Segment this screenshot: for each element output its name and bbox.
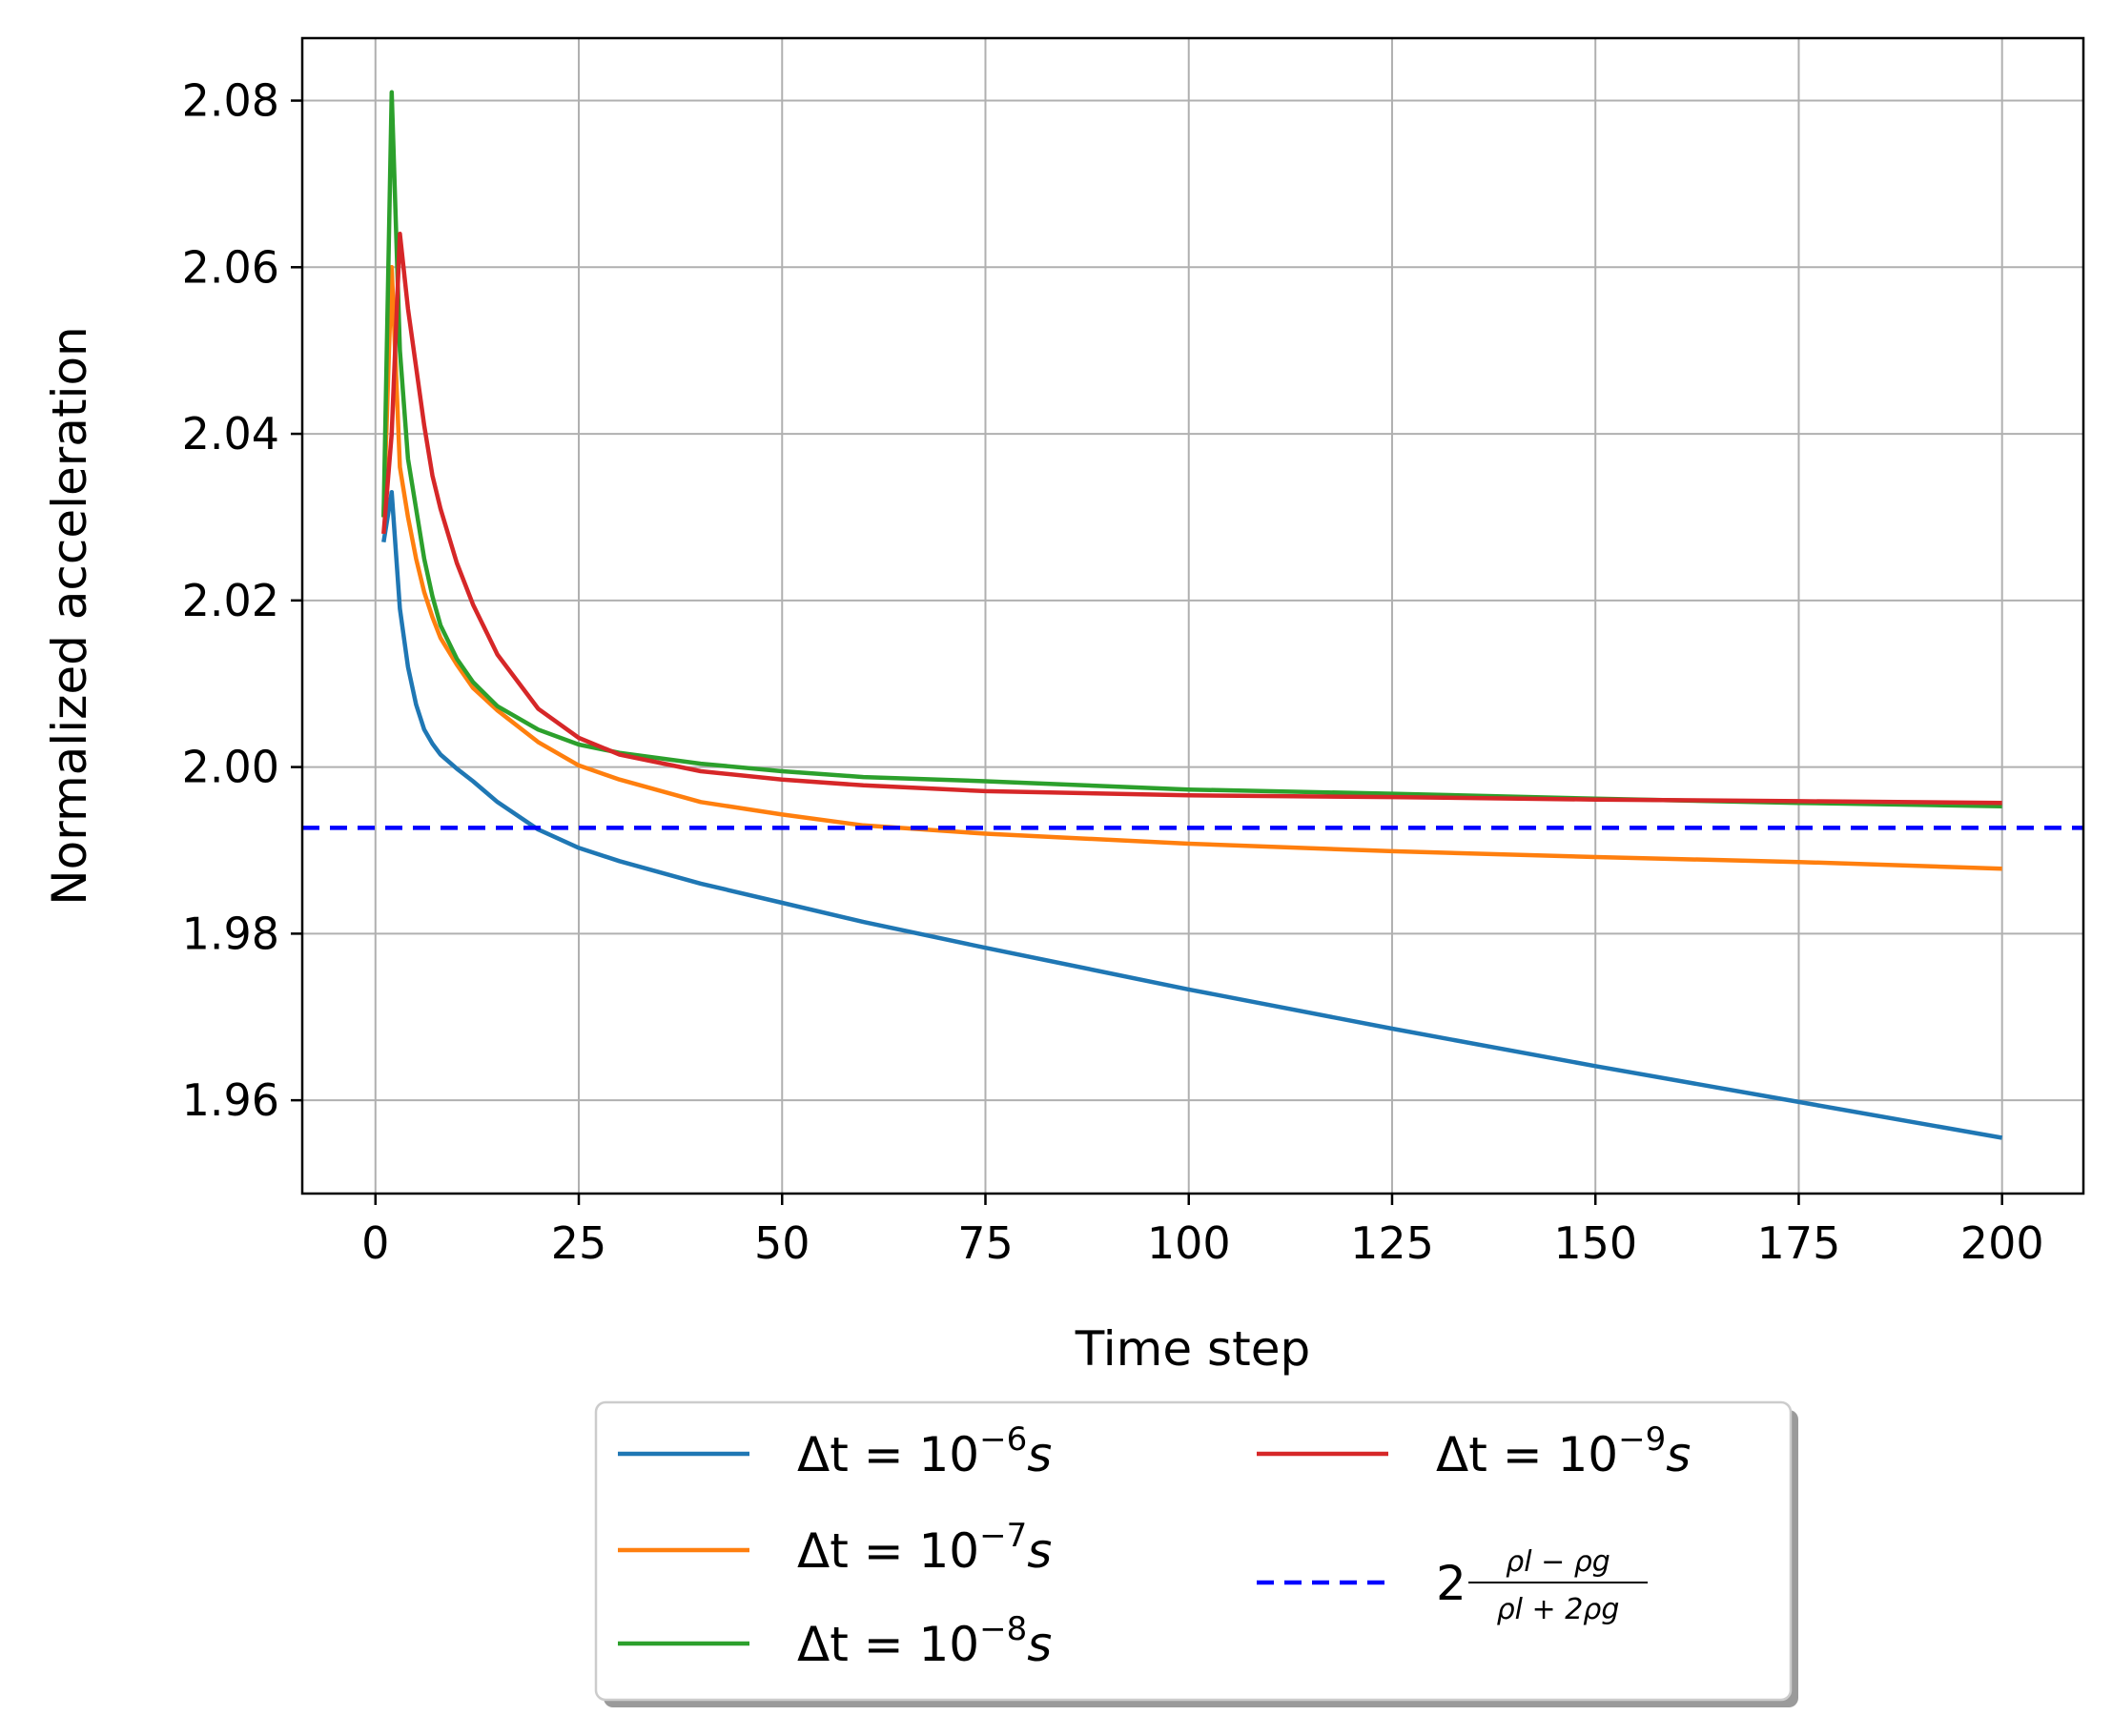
series-lines: [302, 90, 2083, 1140]
y-tick-label: 2.00: [182, 742, 279, 793]
x-tick-label: 100: [1147, 1217, 1231, 1269]
legend-box: [594, 1400, 1793, 1702]
legend-formula-denominator: ρl + 2ρg: [1497, 1593, 1620, 1626]
series-1-line: [381, 265, 2002, 871]
y-axis-label: Normalized acceleration: [42, 326, 97, 905]
y-tick-label: 2.06: [182, 241, 279, 293]
x-tick-label: 50: [754, 1217, 810, 1269]
x-tick-label: 0: [361, 1217, 389, 1269]
axis-ticks: 0 25 50 75 100 125 150 175 200 1.96 1.98 2.00 2.02 2.…: [182, 75, 2044, 1269]
legend: Δt = 10−6s Δt = 10−7s Δt = 10−8s Δt = 10−9s…: [594, 1400, 1798, 1707]
series-2-line: [381, 90, 2002, 808]
x-tick-label: 75: [957, 1217, 1014, 1269]
legend-label-2: Δt = 10−8s: [797, 1610, 1052, 1672]
legend-label-3: Δt = 10−9s: [1436, 1420, 1691, 1482]
x-tick-label: 125: [1350, 1217, 1434, 1269]
legend-entry-2: Δt = 10−8s: [618, 1610, 1052, 1672]
y-tick-label: 1.96: [182, 1074, 279, 1126]
x-tick-label: 175: [1757, 1217, 1841, 1269]
legend-entry-4: 2 ρl − ρg ρl + 2ρg: [1257, 1545, 1648, 1626]
legend-formula-numerator: ρl − ρg: [1506, 1545, 1610, 1579]
x-tick-label: 25: [551, 1217, 607, 1269]
legend-entry-3: Δt = 10−9s: [1257, 1420, 1691, 1482]
plot-area-frame: [300, 36, 2085, 1195]
series-0-line: [381, 489, 2003, 1140]
x-axis-label: Time step: [1075, 1321, 1310, 1377]
legend-entry-0: Δt = 10−6s: [618, 1420, 1052, 1482]
grid-lines: [302, 38, 2083, 1194]
legend-label-1: Δt = 10−7s: [797, 1517, 1052, 1579]
x-tick-label: 150: [1553, 1217, 1637, 1269]
legend-formula-coef: 2: [1436, 1556, 1466, 1611]
y-tick-label: 2.02: [182, 575, 279, 626]
series-3-line: [381, 232, 2002, 806]
x-tick-label: 200: [1960, 1217, 2044, 1269]
y-tick-label: 2.08: [182, 75, 279, 127]
legend-label-0: Δt = 10−6s: [797, 1420, 1052, 1482]
legend-entry-1: Δt = 10−7s: [618, 1517, 1052, 1579]
y-tick-label: 1.98: [182, 908, 279, 959]
y-tick-label: 2.04: [182, 408, 279, 460]
